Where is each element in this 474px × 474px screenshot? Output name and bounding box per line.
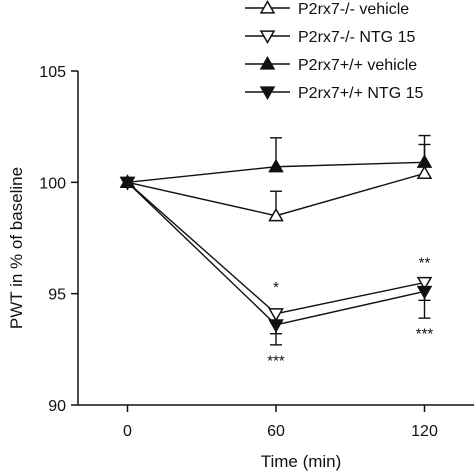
- legend-item: P2rx7+/+ NTG 15: [245, 85, 423, 102]
- data-point: [268, 308, 284, 322]
- data-point: [416, 276, 433, 291]
- legend-marker: [259, 86, 276, 101]
- data-point: [119, 176, 136, 191]
- legend-marker: [259, 55, 276, 70]
- y-axis-label: PWT in % of baseline: [7, 167, 26, 329]
- data-point: [268, 207, 284, 222]
- data-point: [268, 319, 284, 333]
- legend-item: P2rx7-/- NTG 15: [245, 29, 415, 46]
- data-point: [416, 165, 433, 180]
- legend-label: P2rx7+/+ NTG 15: [298, 85, 423, 102]
- legend-marker: [259, 0, 276, 14]
- legend-item: P2rx7-/- vehicle: [245, 0, 409, 18]
- legend-label: P2rx7-/- vehicle: [298, 1, 409, 18]
- legend: P2rx7-/- vehicle P2rx7-/- NTG 15 P2rx7+/+ …: [245, 0, 423, 102]
- series-4: [119, 176, 433, 346]
- legend-item: P2rx7+/+ vehicle: [245, 55, 417, 74]
- y-tick-label: 105: [39, 64, 66, 81]
- series-3: [119, 134, 433, 188]
- y-tick-label: 100: [39, 175, 66, 192]
- annotations: *********: [267, 254, 433, 369]
- data-point: [416, 285, 433, 300]
- legend-label: P2rx7-/- NTG 15: [298, 29, 415, 46]
- data-point: [416, 154, 433, 168]
- x-axis-label: Time (min): [261, 452, 342, 471]
- significance-label: **: [419, 254, 431, 271]
- significance-label: *: [273, 279, 279, 296]
- x-tick-label: 120: [411, 423, 438, 440]
- legend-marker: [259, 30, 276, 45]
- y-tick-label: 95: [48, 287, 66, 304]
- x-tick-label: 0: [123, 423, 132, 440]
- legend-label: P2rx7+/+ vehicle: [298, 57, 417, 74]
- y-tick-label: 90: [48, 398, 66, 415]
- ticks: 90 95 100 105 0 60 120: [39, 64, 438, 440]
- series-layer: [119, 134, 433, 346]
- x-tick-label: 60: [267, 423, 285, 440]
- data-point: [268, 158, 284, 173]
- significance-label: ***: [416, 326, 434, 343]
- significance-label: ***: [267, 352, 285, 369]
